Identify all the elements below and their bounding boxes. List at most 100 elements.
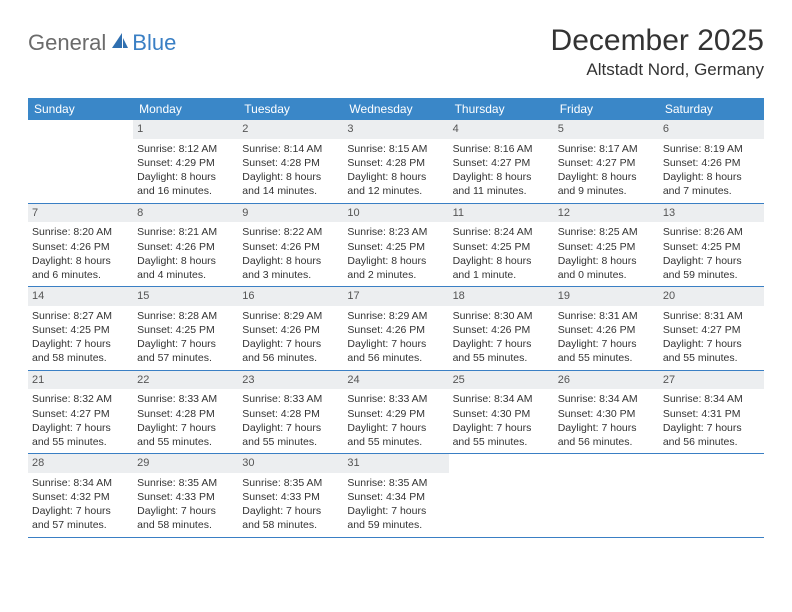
day-number: 11 xyxy=(449,204,554,223)
daylight-text: Daylight: 7 hours and 55 minutes. xyxy=(453,421,550,449)
day-cell: 24Sunrise: 8:33 AMSunset: 4:29 PMDayligh… xyxy=(343,371,448,454)
sunset-text: Sunset: 4:31 PM xyxy=(663,407,760,421)
week-row: 1 Sunrise: 8:12 AMSunset: 4:29 PM Daylight… xyxy=(28,120,764,204)
location: Altstadt Nord, Germany xyxy=(551,60,764,80)
day-number: 10 xyxy=(343,204,448,223)
day-number: 25 xyxy=(449,371,554,390)
day-cell: 27 Sunrise: 8:34 AMSunset: 4:31 PMDayligh… xyxy=(659,371,764,454)
daylight-text: Daylight: 7 hours and 55 minutes. xyxy=(137,421,234,449)
daylight-text: Daylight: 8 hours and 14 minutes. xyxy=(242,170,339,198)
sunrise-text: Sunrise: 8:34 AM xyxy=(558,392,655,406)
daylight-text: Daylight: 7 hours and 57 minutes. xyxy=(137,337,234,365)
daylight-text: Daylight: 8 hours and 12 minutes. xyxy=(347,170,444,198)
day-number: 31 xyxy=(343,454,448,473)
sunset-text: Sunset: 4:30 PM xyxy=(558,407,655,421)
sunrise-text: Sunrise: 8:29 AM xyxy=(347,309,444,323)
daylight-text: Daylight: 8 hours and 0 minutes. xyxy=(558,254,655,282)
daylight-text: Daylight: 7 hours and 56 minutes. xyxy=(347,337,444,365)
daylight-text: Daylight: 7 hours and 56 minutes. xyxy=(663,421,760,449)
day-number: 4 xyxy=(449,120,554,139)
sunrise-text: Sunrise: 8:35 AM xyxy=(347,476,444,490)
logo: General Blue xyxy=(28,30,176,56)
sunset-text: Sunset: 4:32 PM xyxy=(32,490,129,504)
day-cell xyxy=(554,454,659,537)
day-cell: 23Sunrise: 8:33 AMSunset: 4:28 PMDayligh… xyxy=(238,371,343,454)
weekday-wed: Wednesday xyxy=(343,98,448,120)
daylight-text: Daylight: 7 hours and 58 minutes. xyxy=(32,337,129,365)
day-number: 28 xyxy=(28,454,133,473)
sunset-text: Sunset: 4:33 PM xyxy=(137,490,234,504)
day-number: 1 xyxy=(133,120,238,139)
day-cell: 18Sunrise: 8:30 AMSunset: 4:26 PMDayligh… xyxy=(449,287,554,370)
day-cell: 6Sunrise: 8:19 AMSunset: 4:26 PMDaylight… xyxy=(659,120,764,203)
daylight-text: Daylight: 8 hours and 1 minute. xyxy=(453,254,550,282)
sunset-text: Sunset: 4:26 PM xyxy=(242,240,339,254)
weekday-fri: Friday xyxy=(554,98,659,120)
weekday-thu: Thursday xyxy=(449,98,554,120)
day-number: 29 xyxy=(133,454,238,473)
logo-text-general: General xyxy=(28,30,106,56)
sunrise-text: Sunrise: 8:20 AM xyxy=(32,225,129,239)
weekday-sun: Sunday xyxy=(28,98,133,120)
day-cell: 19Sunrise: 8:31 AMSunset: 4:26 PMDayligh… xyxy=(554,287,659,370)
day-number: 20 xyxy=(659,287,764,306)
day-cell: 28Sunrise: 8:34 AMSunset: 4:32 PMDayligh… xyxy=(28,454,133,537)
sunset-text: Sunset: 4:33 PM xyxy=(242,490,339,504)
sunrise-text: Sunrise: 8:12 AM xyxy=(137,142,234,156)
day-cell: 5Sunrise: 8:17 AMSunset: 4:27 PMDaylight… xyxy=(554,120,659,203)
day-number: 15 xyxy=(133,287,238,306)
sunrise-text: Sunrise: 8:34 AM xyxy=(663,392,760,406)
weeks-container: 1Sunrise: 8:12 AMSunset: 4:29 PMDaylight… xyxy=(28,120,764,538)
day-cell: 14Sunrise: 8:27 AMSunset: 4:25 PMDayligh… xyxy=(28,287,133,370)
sunset-text: Sunset: 4:26 PM xyxy=(663,156,760,170)
sunset-text: Sunset: 4:25 PM xyxy=(32,323,129,337)
sunset-text: Sunset: 4:27 PM xyxy=(453,156,550,170)
daylight-text: Daylight: 7 hours and 58 minutes. xyxy=(242,504,339,532)
sunrise-text: Sunrise: 8:19 AM xyxy=(663,142,760,156)
sunrise-text: Sunrise: 8:15 AM xyxy=(347,142,444,156)
sunrise-text: Sunrise: 8:33 AM xyxy=(242,392,339,406)
day-cell: 10Sunrise: 8:23 AMSunset: 4:25 PMDayligh… xyxy=(343,204,448,287)
day-number: 5 xyxy=(554,120,659,139)
sunset-text: Sunset: 4:25 PM xyxy=(347,240,444,254)
sunset-text: Sunset: 4:26 PM xyxy=(347,323,444,337)
sunset-text: Sunset: 4:29 PM xyxy=(347,407,444,421)
daylight-text: Daylight: 8 hours and 2 minutes. xyxy=(347,254,444,282)
sunrise-text: Sunrise: 8:33 AM xyxy=(137,392,234,406)
day-number: 23 xyxy=(238,371,343,390)
day-number: 12 xyxy=(554,204,659,223)
day-number: 6 xyxy=(659,120,764,139)
day-cell: 29Sunrise: 8:35 AMSunset: 4:33 PMDayligh… xyxy=(133,454,238,537)
daylight-text: Daylight: 8 hours and 3 minutes. xyxy=(242,254,339,282)
day-cell: 1Sunrise: 8:12 AMSunset: 4:29 PMDaylight… xyxy=(133,120,238,203)
sunrise-text: Sunrise: 8:22 AM xyxy=(242,225,339,239)
daylight-text: Daylight: 7 hours and 59 minutes. xyxy=(663,254,760,282)
day-cell: 4Sunrise: 8:16 AMSunset: 4:27 PMDaylight… xyxy=(449,120,554,203)
day-number: 17 xyxy=(343,287,448,306)
calendar: Sunday Monday Tuesday Wednesday Thursday… xyxy=(28,98,764,538)
logo-text-blue: Blue xyxy=(132,30,176,56)
sunrise-text: Sunrise: 8:35 AM xyxy=(242,476,339,490)
weekday-mon: Monday xyxy=(133,98,238,120)
sunset-text: Sunset: 4:28 PM xyxy=(242,156,339,170)
week-row: 14Sunrise: 8:27 AMSunset: 4:25 PMDayligh… xyxy=(28,287,764,371)
sunrise-text: Sunrise: 8:24 AM xyxy=(453,225,550,239)
sunset-text: Sunset: 4:25 PM xyxy=(663,240,760,254)
daylight-text: Daylight: 7 hours and 55 minutes. xyxy=(558,337,655,365)
sunset-text: Sunset: 4:30 PM xyxy=(453,407,550,421)
day-cell: 7Sunrise: 8:20 AMSunset: 4:26 PMDaylight… xyxy=(28,204,133,287)
sunrise-text: Sunrise: 8:14 AM xyxy=(242,142,339,156)
sunset-text: Sunset: 4:34 PM xyxy=(347,490,444,504)
sunset-text: Sunset: 4:26 PM xyxy=(32,240,129,254)
daylight-text: Daylight: 8 hours and 9 minutes. xyxy=(558,170,655,198)
daylight-text: Daylight: 7 hours and 56 minutes. xyxy=(558,421,655,449)
sunset-text: Sunset: 4:29 PM xyxy=(137,156,234,170)
day-number: 27 xyxy=(659,371,764,390)
sunrise-text: Sunrise: 8:29 AM xyxy=(242,309,339,323)
day-cell xyxy=(659,454,764,537)
day-number: 2 xyxy=(238,120,343,139)
sunset-text: Sunset: 4:25 PM xyxy=(137,323,234,337)
day-cell: 3Sunrise: 8:15 AMSunset: 4:28 PMDaylight… xyxy=(343,120,448,203)
sunset-text: Sunset: 4:25 PM xyxy=(453,240,550,254)
logo-sail-icon xyxy=(110,31,130,56)
